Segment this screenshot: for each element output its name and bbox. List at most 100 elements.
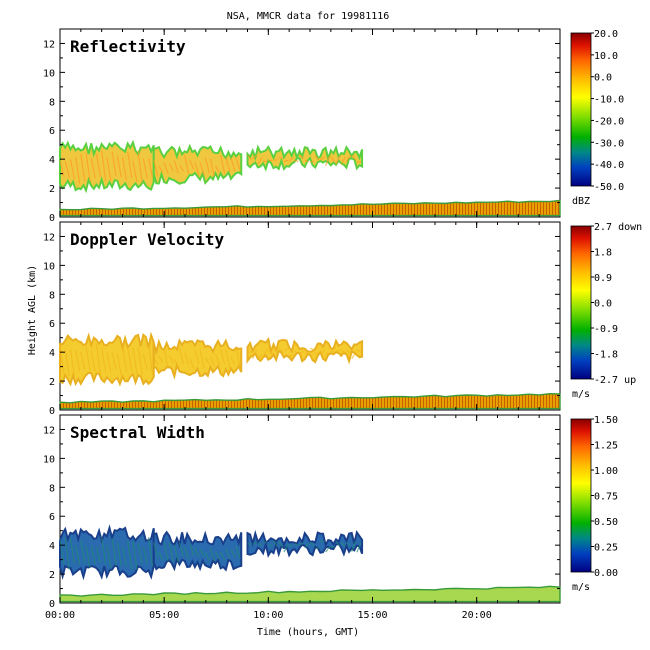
colorbar-label: -40.0 bbox=[594, 160, 624, 171]
echo-streak bbox=[184, 546, 190, 559]
echo-streak bbox=[283, 544, 289, 553]
figure-title: NSA, MMCR data for 19981116 bbox=[227, 11, 390, 22]
echo-streak bbox=[330, 546, 335, 548]
echo-streak bbox=[163, 347, 169, 369]
echo-streak bbox=[309, 541, 315, 546]
echo-streak bbox=[268, 544, 273, 547]
echo-streak bbox=[230, 157, 236, 172]
echo-streak bbox=[101, 347, 107, 374]
echo-streak bbox=[137, 543, 143, 564]
y-tick-label: 4 bbox=[49, 541, 55, 552]
echo-patch bbox=[59, 139, 155, 194]
echo-streak bbox=[257, 542, 263, 547]
echo-streak bbox=[304, 542, 310, 549]
echo-streak bbox=[158, 165, 164, 173]
y-tick-label: 10 bbox=[43, 68, 55, 79]
echo-streak bbox=[158, 355, 164, 363]
colorbar-units: dBZ bbox=[572, 196, 590, 207]
echo-streak bbox=[111, 538, 117, 566]
y-tick-label: 2 bbox=[49, 184, 55, 195]
echo-streak bbox=[278, 540, 284, 549]
echo-streak bbox=[209, 158, 215, 177]
echo-streak bbox=[80, 540, 86, 564]
echo-streak bbox=[137, 150, 143, 183]
echo-streak bbox=[132, 160, 138, 182]
echo-streak bbox=[340, 349, 346, 356]
echo-streak bbox=[263, 541, 268, 544]
echo-streak bbox=[127, 346, 133, 372]
colorbar bbox=[570, 418, 592, 573]
echo-streak bbox=[356, 349, 362, 353]
echo-streak bbox=[257, 157, 263, 165]
colorbar-label: 0.50 bbox=[594, 517, 618, 528]
echo-streak bbox=[178, 542, 185, 557]
colorbar-label: -30.0 bbox=[594, 138, 624, 149]
echo-streak bbox=[320, 156, 325, 161]
y-tick-label: 2 bbox=[49, 570, 55, 581]
echo-streak bbox=[69, 538, 76, 565]
echo-streak bbox=[273, 159, 278, 161]
colorbar-label: 1.00 bbox=[594, 466, 618, 477]
y-tick-label: 10 bbox=[43, 261, 55, 272]
echo-streak bbox=[184, 350, 190, 365]
colorbar-label: 0.0 bbox=[594, 73, 612, 84]
y-tick-label: 6 bbox=[49, 512, 55, 523]
echo-streak bbox=[288, 156, 294, 163]
echo-patch bbox=[246, 529, 364, 558]
colorbar-label: -2.7 up bbox=[594, 375, 636, 386]
echo-cloud bbox=[59, 139, 364, 194]
echo-patch bbox=[152, 530, 243, 572]
echo-streak bbox=[116, 542, 122, 566]
echo-cloud bbox=[59, 331, 364, 387]
x-axis-label: Time (hours, GMT) bbox=[257, 627, 359, 638]
echo-streak bbox=[101, 150, 107, 182]
echo-streak bbox=[95, 546, 102, 563]
colorbar-label: 10.0 bbox=[594, 51, 618, 62]
echo-streak bbox=[121, 157, 128, 181]
colorbar-units: m/s bbox=[572, 389, 590, 400]
echo-streak bbox=[116, 353, 122, 376]
axes: 0 2 4 6 8 10 12 bbox=[43, 221, 560, 417]
echo-streak bbox=[335, 154, 341, 165]
echo-streak bbox=[64, 537, 70, 570]
echo-streak bbox=[199, 162, 205, 176]
colorbar-label: 1.8 bbox=[594, 248, 612, 259]
echo-streak bbox=[225, 349, 231, 369]
colorbar-label: -20.0 bbox=[594, 116, 624, 127]
echo-streak bbox=[220, 155, 226, 174]
echo-streak bbox=[309, 160, 315, 163]
echo-patch bbox=[246, 144, 364, 172]
echo-streak bbox=[220, 348, 226, 365]
y-axis-label: Height AGL (km) bbox=[27, 265, 38, 355]
echo-streak bbox=[340, 542, 346, 548]
echo-streak bbox=[225, 548, 231, 559]
panel-title: Doppler Velocity bbox=[70, 230, 224, 249]
y-tick-label: 2 bbox=[49, 377, 55, 388]
echo-streak bbox=[147, 537, 154, 567]
x-tick-label: 00:00 bbox=[45, 610, 75, 621]
echo-streak bbox=[263, 160, 268, 163]
axes: 0 2 4 6 8 10 12 bbox=[43, 28, 560, 224]
y-tick-label: 8 bbox=[49, 97, 55, 108]
echo-streak bbox=[95, 153, 102, 177]
echo-streak bbox=[178, 348, 185, 364]
echo-streak bbox=[101, 537, 107, 565]
colorbar-label: -10.0 bbox=[594, 95, 624, 106]
echo-streak bbox=[204, 357, 210, 364]
echo-streak bbox=[235, 347, 241, 369]
colorbar-label: 0.25 bbox=[594, 543, 618, 554]
echo-streak bbox=[346, 349, 351, 354]
echo-streak bbox=[173, 544, 179, 563]
colorbar-units: m/s bbox=[572, 582, 590, 593]
echo-streak bbox=[214, 551, 221, 560]
echo-streak bbox=[252, 154, 258, 160]
echo-streak bbox=[325, 546, 331, 553]
echo-streak bbox=[340, 156, 346, 165]
echo-streak bbox=[178, 164, 184, 172]
echo-streak bbox=[142, 158, 148, 179]
axes: 0 2 4 6 8 10 12 bbox=[43, 414, 560, 610]
echo-streak bbox=[225, 156, 231, 172]
colorbar-label: 2.7 down bbox=[594, 222, 642, 233]
